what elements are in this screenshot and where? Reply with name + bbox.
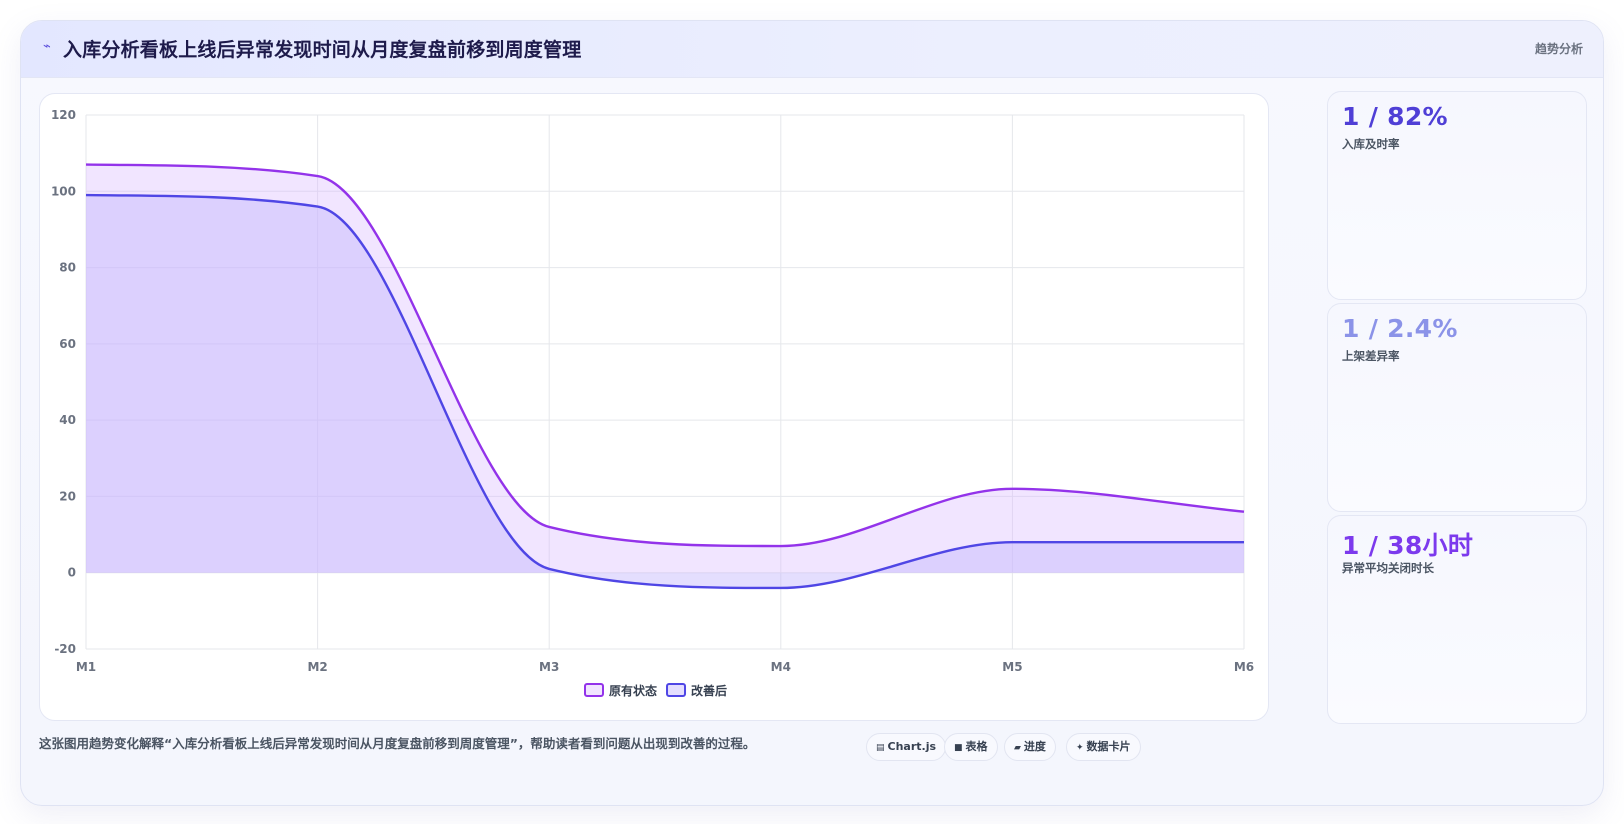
dashboard-card: ⌁ 入库分析看板上线后异常发现时间从月度复盘前移到周度管理 趋势分析 -20 0 2… bbox=[20, 20, 1604, 806]
page-title: 入库分析看板上线后异常发现时间从月度复盘前移到周度管理 bbox=[63, 39, 582, 61]
legend-swatch bbox=[666, 683, 687, 697]
y-tick-label: 60 bbox=[59, 337, 76, 351]
x-tick-label: M4 bbox=[771, 660, 791, 674]
y-tick-label: 80 bbox=[59, 261, 76, 275]
pill-progress[interactable]: ▰ 进度 bbox=[1004, 733, 1056, 761]
y-tick-label: 40 bbox=[59, 413, 76, 427]
y-tick-label: -20 bbox=[54, 642, 76, 656]
series-line-2 bbox=[85, 193, 1244, 590]
legend-swatch bbox=[584, 683, 604, 697]
x-tick-label: M6 bbox=[1234, 660, 1254, 674]
legend-label: 改善后 bbox=[691, 683, 727, 698]
pill-label: Chart.js bbox=[887, 740, 937, 753]
legend-label: 原有状态 bbox=[609, 683, 657, 698]
kpi-label: 上架差异率 bbox=[1342, 349, 1400, 363]
pill-label: 数据卡片 bbox=[1086, 740, 1131, 753]
pill-label: 进度 bbox=[1023, 740, 1046, 753]
pill-data-card[interactable]: ✦ 数据卡片 bbox=[1066, 733, 1141, 761]
trend-icon: ⌁ bbox=[43, 39, 51, 54]
kpi-value: 1 / 82% bbox=[1342, 102, 1448, 131]
pill-table[interactable]: ■ 表格 bbox=[944, 733, 998, 761]
kpi-card-shelving-variance: 1 / 2.4% 上架差异率 bbox=[1327, 303, 1587, 512]
series-area-2 bbox=[86, 195, 1244, 588]
chart-icon: ▤ bbox=[876, 743, 885, 753]
y-tick-label: 100 bbox=[51, 184, 76, 198]
x-tick-label: M5 bbox=[1002, 660, 1022, 674]
header-tag: 趋势分析 bbox=[1534, 42, 1583, 56]
y-tick-label: 120 bbox=[51, 108, 76, 122]
series-line-1 bbox=[85, 163, 1245, 548]
x-tick-label: M3 bbox=[539, 660, 559, 674]
table-icon: ■ bbox=[954, 743, 963, 753]
x-tick-label: M2 bbox=[307, 660, 327, 674]
sparkle-icon: ✦ bbox=[1076, 743, 1084, 753]
pill-chartjs[interactable]: ▤ Chart.js bbox=[866, 733, 947, 761]
progress-icon: ▰ bbox=[1014, 743, 1021, 753]
pill-label: 表格 bbox=[965, 740, 988, 753]
card-header: ⌁ 入库分析看板上线后异常发现时间从月度复盘前移到周度管理 趋势分析 bbox=[21, 21, 1603, 78]
x-tick-label: M1 bbox=[76, 660, 96, 674]
y-tick-label: 20 bbox=[59, 489, 76, 503]
kpi-label: 异常平均关闭时长 bbox=[1342, 561, 1434, 575]
kpi-card-inbound-timeliness: 1 / 82% 入库及时率 bbox=[1327, 91, 1587, 300]
chart-panel: -20 0 20 40 60 80 100 120 M1 M2 M3 M4 M5 M6 原有状态 改善后 bbox=[39, 93, 1269, 721]
chart-description: 这张图用趋势变化解释“入库分析看板上线后异常发现时间从月度复盘前移到周度管理”，… bbox=[39, 736, 756, 751]
kpi-value: 1 / 2.4% bbox=[1342, 314, 1458, 343]
kpi-label: 入库及时率 bbox=[1342, 137, 1400, 151]
area-chart: -20 0 20 40 60 80 100 120 M1 M2 M3 M4 M5 M6 原有状态 改善后 bbox=[51, 108, 1254, 698]
y-tick-label: 0 bbox=[68, 566, 76, 580]
kpi-value: 1 / 38小时 bbox=[1342, 531, 1474, 560]
kpi-card-exception-close-time: 1 / 38小时 异常平均关闭时长 bbox=[1327, 515, 1587, 724]
